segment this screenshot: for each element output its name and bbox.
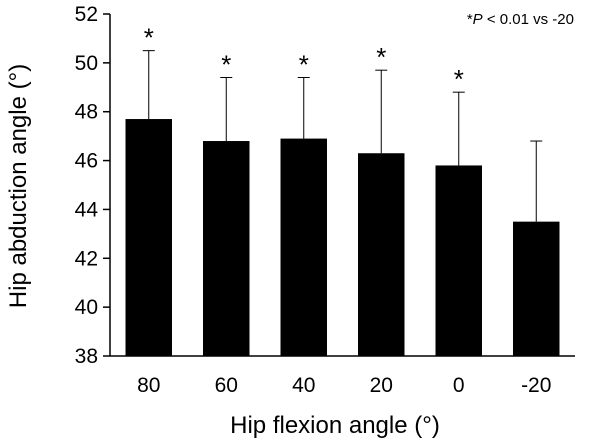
significance-note: *P < 0.01 vs -20 — [467, 11, 574, 28]
bar-60 — [203, 141, 250, 356]
y-tick-label: 46 — [75, 150, 98, 173]
y-tick-label: 40 — [75, 296, 98, 319]
y-tick-label: 44 — [75, 198, 99, 221]
x-tick-label-60: 60 — [215, 374, 238, 397]
y-tick-label: 48 — [75, 101, 98, 124]
significance-star-0: * — [454, 64, 464, 94]
x-tick-label-80: 80 — [137, 374, 160, 397]
x-tick-label-20: 20 — [370, 374, 393, 397]
bar-0 — [435, 165, 482, 356]
bar-20 — [358, 153, 405, 356]
significance-star-60: * — [221, 50, 231, 80]
bar--20 — [513, 221, 560, 356]
significance-star-80: * — [144, 23, 154, 53]
x-tick-label-0: 0 — [453, 374, 465, 397]
x-tick-label--20: -20 — [521, 374, 551, 397]
note-p: P — [473, 11, 483, 28]
significance-star-40: * — [299, 50, 309, 80]
significance-star-20: * — [376, 42, 386, 72]
x-tick-label-40: 40 — [292, 374, 315, 397]
x-axis-title: Hip flexion angle (°) — [230, 412, 440, 439]
y-tick-label: 50 — [75, 52, 98, 75]
bar-80 — [125, 119, 172, 357]
note-star: * — [467, 11, 473, 28]
y-tick-label: 38 — [75, 345, 98, 368]
y-tick-label: 52 — [75, 3, 98, 26]
x-tick-labels: 80 60 40 20 0 -20 — [137, 374, 551, 397]
y-axis-title: Hip abduction angle (°) — [5, 64, 32, 308]
axes-layer — [109, 14, 575, 357]
bar-40 — [280, 138, 327, 356]
y-ticks: 38 40 42 44 46 48 50 52 — [75, 3, 110, 368]
error-bars — [142, 50, 543, 222]
y-tick-label: 42 — [75, 247, 98, 270]
bars — [125, 119, 560, 357]
note-text: < 0.01 vs -20 — [483, 11, 574, 28]
significance-markers: * * * * * — [144, 23, 464, 95]
